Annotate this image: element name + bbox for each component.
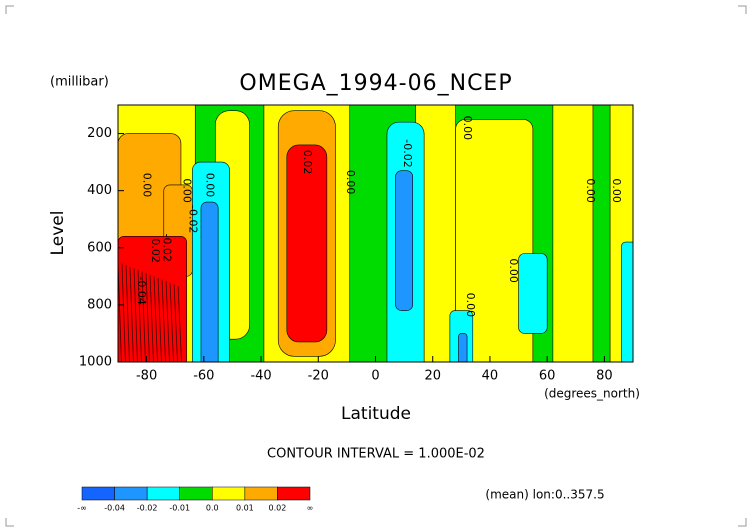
x-tick-label: -80 [136,369,157,384]
x-tick-label: 40 [482,369,499,384]
chart-title: OMEGA_1994-06_NCEP [239,71,512,96]
contour-label: 0.00 [344,170,357,195]
colorbar-box [212,486,246,501]
colorbar-box [81,486,115,501]
contour-line [153,276,158,362]
contour-fill [458,333,468,362]
y-tick-label: 1000 [79,355,112,370]
y-tick-label: 600 [87,240,112,255]
contour-label: 0.00 [610,178,623,203]
colorbar-label: -∞ [77,504,87,513]
x-tick-label: 60 [539,369,556,384]
contour-fill [286,144,328,343]
colorbar-label: 0.01 [236,504,254,513]
contour-line [149,274,154,362]
y-tick-label: 800 [87,297,112,312]
contour-label: -0.02 [161,234,174,262]
contour-line [161,279,166,362]
contour-label: -0.02 [186,205,199,233]
contour-line [137,270,142,362]
contour-line [157,278,162,362]
contour-line [129,266,134,362]
colorbar-box [244,486,278,501]
colorbar-label: 0.02 [269,504,287,513]
x-tick-label: -40 [250,369,271,384]
colorbar-box [179,486,213,501]
contour-label: 0.02 [149,238,162,263]
contour-field: 0.00-0.020.02-0.040.00-0.020.000.020.00-… [118,105,633,362]
y-tick-label: 400 [87,183,112,198]
contour-label: 0.00 [464,293,477,318]
contour-line [141,271,146,362]
colorbar-label: ∞ [307,504,314,513]
contour-line [121,263,126,362]
y-unit: (millibar) [50,75,109,90]
x-axis-label: Latitude [341,404,411,424]
contour-line [145,273,150,362]
contour-fill [395,170,413,311]
contour-line [118,262,122,362]
x-tick-label: 0 [371,369,379,384]
colorbar-box [277,486,311,501]
contour-line [169,282,174,362]
contour-fill [552,105,594,362]
contour-line [165,281,170,362]
contour-line [133,268,138,362]
x-unit: (degrees_north) [544,387,640,401]
contour-label: 0.00 [181,178,194,203]
contour-label: 0.02 [301,150,314,175]
x-tick-label: -20 [308,369,329,384]
contour-fill [455,118,534,362]
contour-line [177,286,182,362]
contour-label: -0.02 [401,139,414,167]
contour-fill [118,236,187,362]
contour-label: 0.00 [204,173,217,198]
axes: -80 -60 -40 -20 0 20 40 60 80 200 400 600 800 1000 [79,104,634,384]
x-tick-label: 80 [596,369,613,384]
y-tick-label: 200 [87,126,112,141]
colorbar-label: 0.0 [206,504,219,513]
colorbar-label: -0.01 [169,504,190,513]
contour-fill [200,201,219,362]
contour-fill [621,241,633,362]
x-tick-label: -60 [193,369,214,384]
contour-line [125,265,130,362]
contour-label: 0.00 [141,173,154,198]
corner-marks [5,5,747,527]
x-tick-label: 20 [424,369,441,384]
contour-line [173,284,178,362]
contour-label: 0.00 [507,258,520,283]
contour-fill [518,253,548,334]
colorbar-label: -0.02 [137,504,158,513]
footnote: (mean) lon:0..357.5 [485,488,604,502]
contour-label: -0.04 [135,276,148,304]
colorbar-label: -0.04 [104,504,125,513]
contour-label: 0.00 [461,116,474,141]
contour-label: 0.00 [584,178,597,203]
colorbar-box [114,486,148,501]
y-axis-label: Level [48,211,68,256]
subtitle: CONTOUR INTERVAL = 1.000E-02 [267,447,485,462]
colorbar-box [146,486,180,501]
